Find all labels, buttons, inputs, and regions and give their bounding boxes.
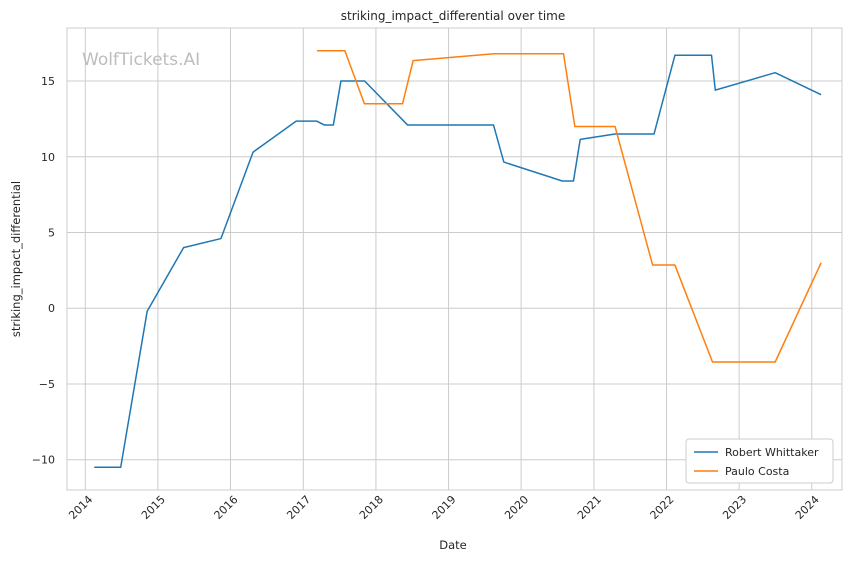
chart-title: striking_impact_differential over time: [341, 9, 566, 23]
x-tick-label: 2014: [66, 493, 95, 522]
legend-label-costa: Paulo Costa: [725, 465, 789, 478]
y-tick-label: 10: [41, 151, 55, 164]
y-axis-label: striking_impact_differential: [9, 181, 23, 337]
series-line-whittaker: [94, 54, 822, 469]
y-tick-label: −5: [39, 378, 55, 391]
x-tick-label: 2022: [648, 493, 677, 522]
legend-box: [685, 438, 834, 484]
x-tick-label: 2016: [212, 493, 241, 522]
watermark: WolfTickets.AI: [82, 50, 200, 70]
y-tick-labels: −10 −5 0 5 10 15: [32, 75, 55, 467]
y-tick-label: −10: [32, 454, 55, 467]
y-tick-label: 15: [41, 75, 55, 88]
legend-label-whittaker: Robert Whittaker: [725, 446, 819, 459]
x-axis-label: Date: [439, 538, 467, 552]
x-tick-label: 2021: [575, 493, 604, 522]
legend: Robert Whittaker Paulo Costa: [685, 438, 834, 484]
x-tick-label: 2023: [720, 493, 749, 522]
y-tick-label: 0: [48, 302, 55, 315]
x-tick-label: 2020: [502, 493, 531, 522]
series-lines: [94, 49, 822, 469]
x-tick-label: 2018: [357, 493, 386, 522]
x-tick-label: 2024: [793, 493, 822, 522]
x-tick-label: 2015: [139, 493, 168, 522]
x-tick-labels: 2014 2015 2016 2017 2018 2019 2020 2021 2022 2023…: [66, 493, 821, 522]
plot-area: [66, 27, 843, 491]
x-tick-label: 2019: [430, 493, 459, 522]
x-tick-label: 2017: [284, 493, 313, 522]
grid-lines: [67, 28, 842, 490]
y-tick-label: 5: [48, 226, 55, 239]
series-line-costa: [317, 49, 822, 363]
